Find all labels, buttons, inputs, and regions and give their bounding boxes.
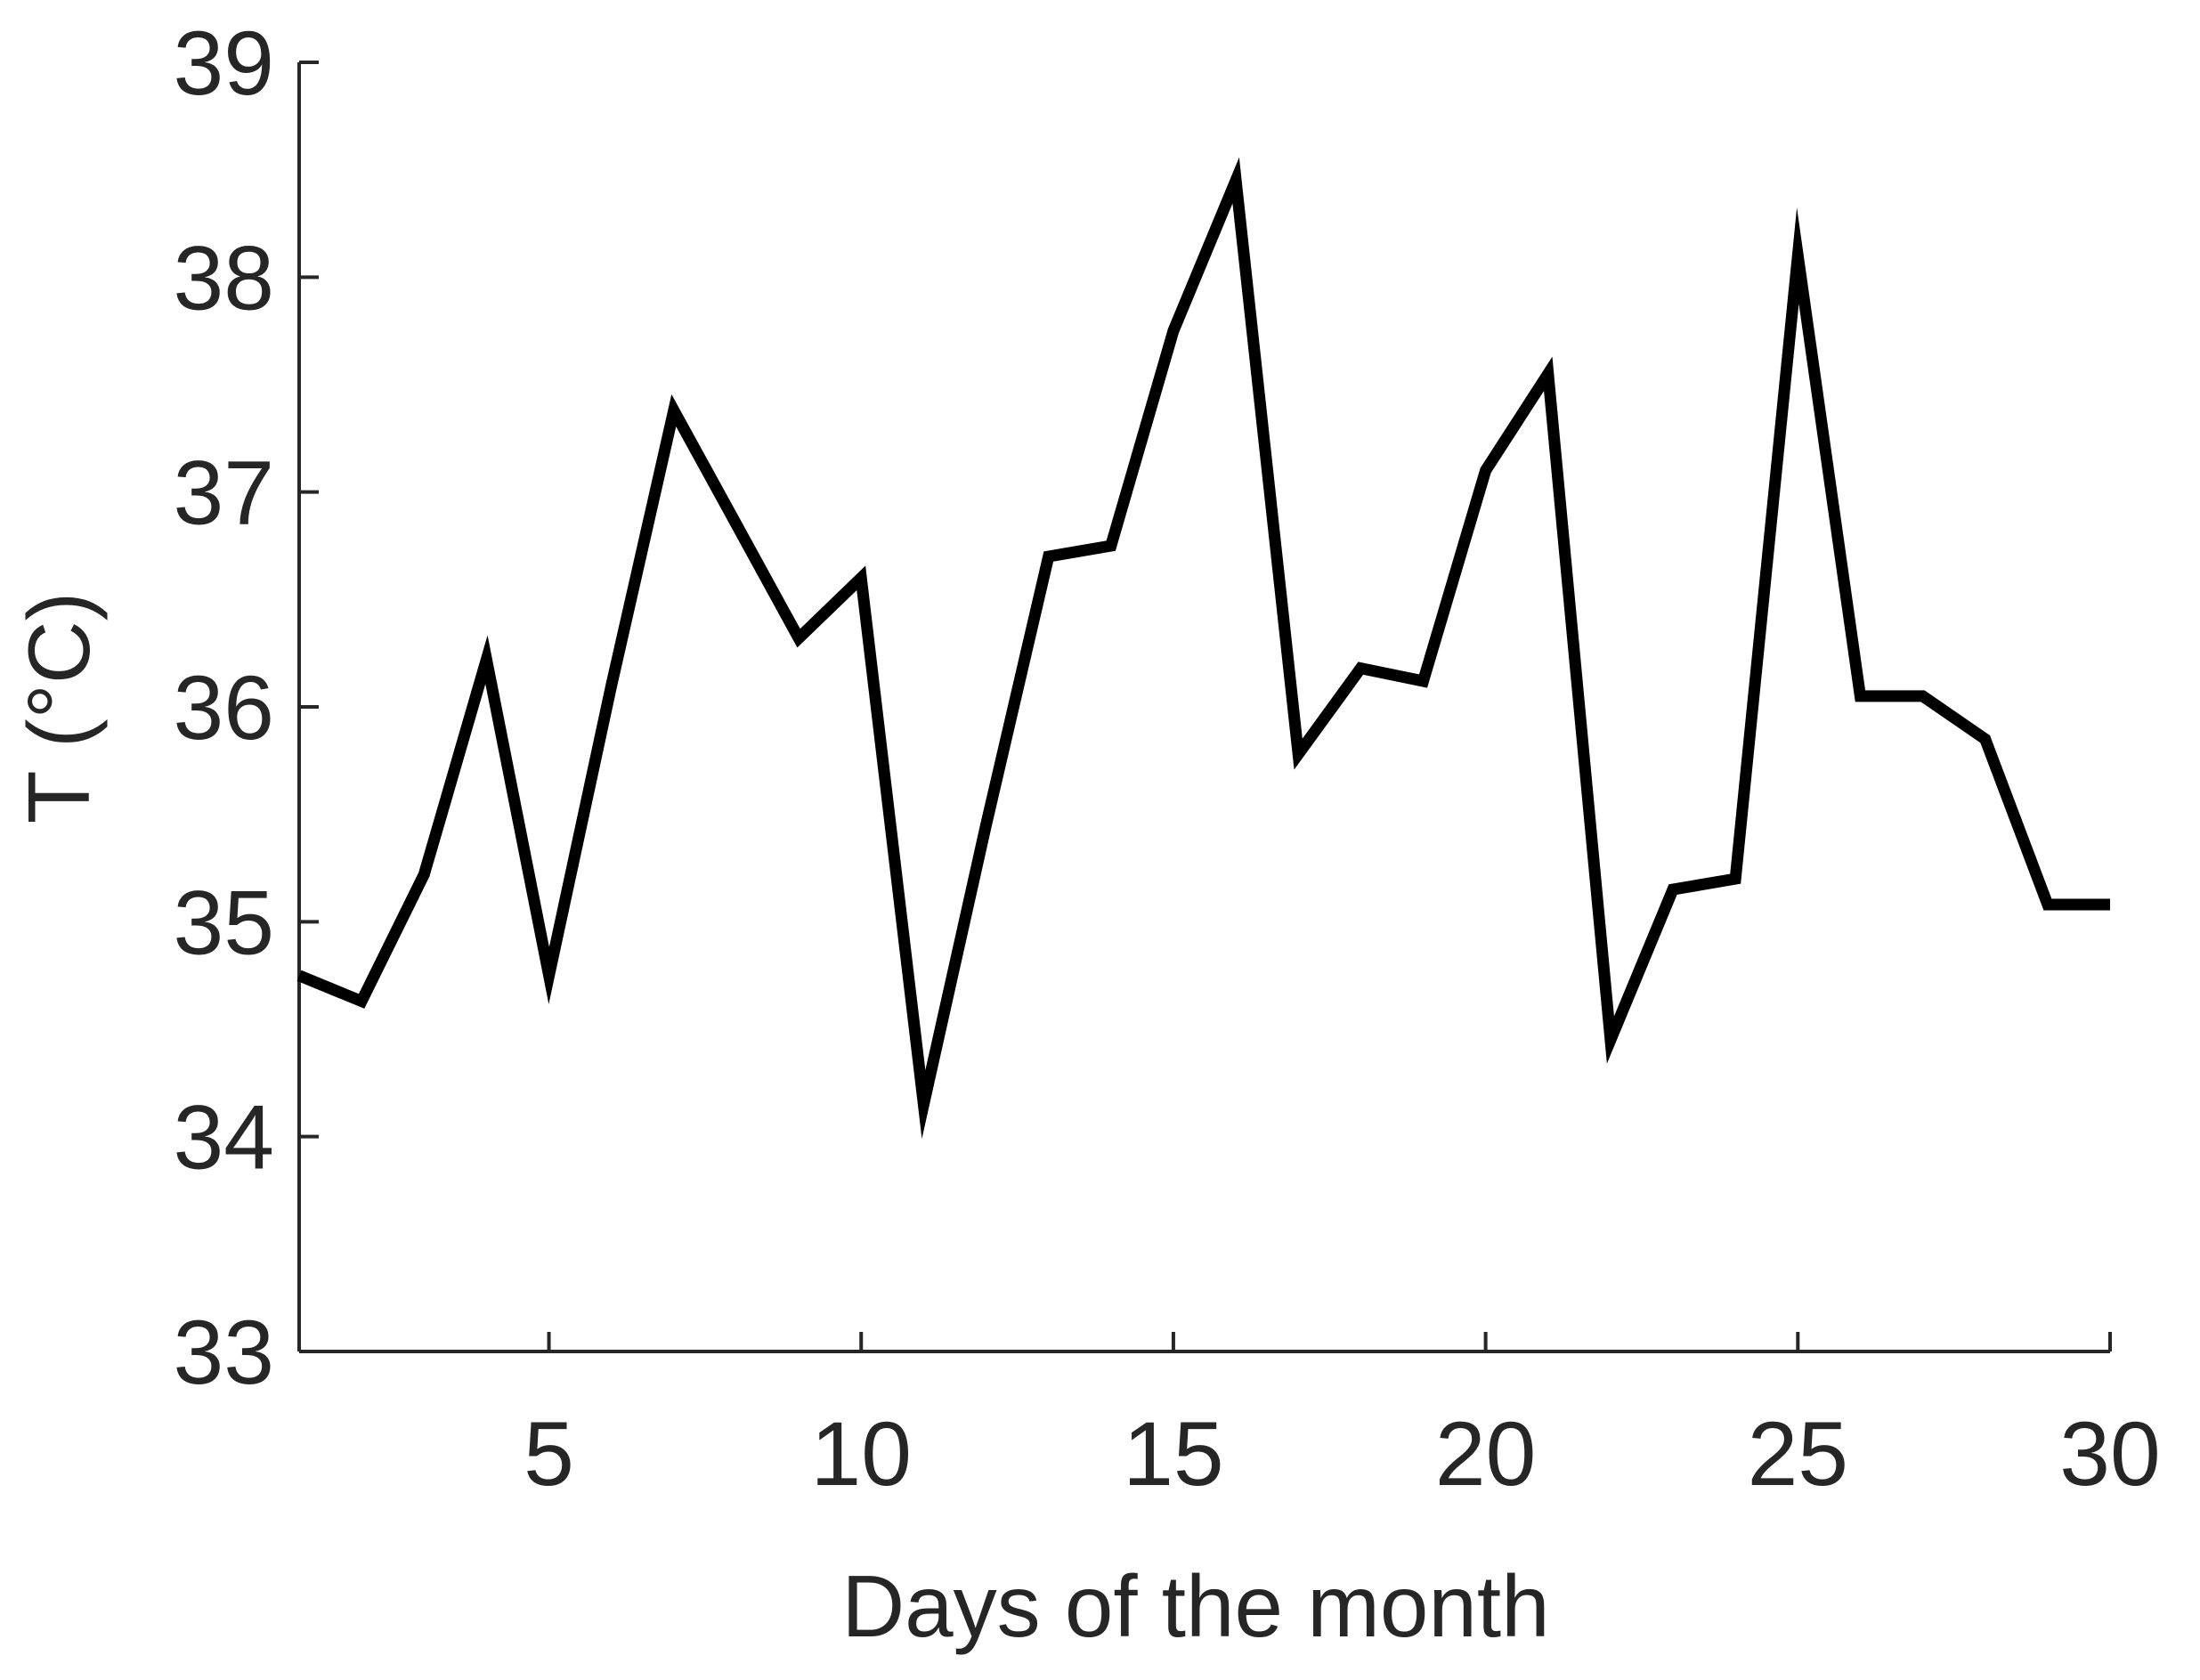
data-point — [1110, 545, 1112, 547]
data-point — [1547, 373, 1549, 375]
x-tick-label: 5 — [524, 1403, 574, 1505]
x-tick-label: 20 — [1435, 1403, 1536, 1505]
data-point — [1360, 668, 1361, 670]
data-point — [1297, 753, 1299, 755]
x-axis-label: Days of the month — [841, 1557, 1549, 1655]
ticks: 33 34 35 36 37 38 39 5 10 15 20 25 30 — [174, 12, 2161, 1505]
data-point — [798, 637, 800, 639]
y-tick-label: 38 — [174, 227, 274, 329]
data-point — [1485, 470, 1487, 472]
data-point — [860, 577, 862, 579]
y-tick-label: 39 — [174, 12, 274, 114]
y-tick-label: 36 — [174, 657, 274, 759]
data-point — [1922, 695, 1924, 697]
data-point — [423, 873, 425, 875]
y-tick-label: 37 — [174, 442, 274, 544]
data-point — [485, 659, 487, 661]
data-point — [1797, 255, 1798, 256]
data-point — [298, 975, 300, 977]
data-point — [361, 1001, 362, 1002]
data-point — [1610, 1039, 1611, 1041]
y-tick-label: 34 — [174, 1087, 274, 1189]
data-point — [1672, 889, 1674, 890]
data-point — [2047, 904, 2049, 905]
data-point — [922, 1103, 924, 1105]
data-point — [1173, 330, 1174, 332]
data-point — [986, 824, 987, 826]
data-point — [1985, 738, 1986, 740]
x-tick-label: 25 — [1748, 1403, 1848, 1505]
data-point — [735, 523, 737, 525]
y-tick-label: 33 — [174, 1302, 274, 1403]
data-point — [673, 410, 675, 411]
data-point — [1859, 695, 1861, 697]
data-point — [1734, 878, 1736, 880]
y-tick-label: 35 — [174, 872, 274, 973]
data-point — [1048, 556, 1050, 557]
series-line — [296, 157, 2110, 1140]
data-point — [548, 975, 550, 977]
x-tick-label: 30 — [2059, 1403, 2160, 1505]
x-tick-label: 10 — [811, 1403, 912, 1505]
data-point — [2109, 904, 2111, 905]
data-point — [1422, 680, 1424, 682]
data-point — [1235, 180, 1237, 182]
series-layer — [296, 157, 2111, 1140]
y-axis-label: T (°C) — [10, 592, 108, 824]
x-tick-label: 15 — [1123, 1403, 1223, 1505]
data-point — [611, 685, 613, 686]
